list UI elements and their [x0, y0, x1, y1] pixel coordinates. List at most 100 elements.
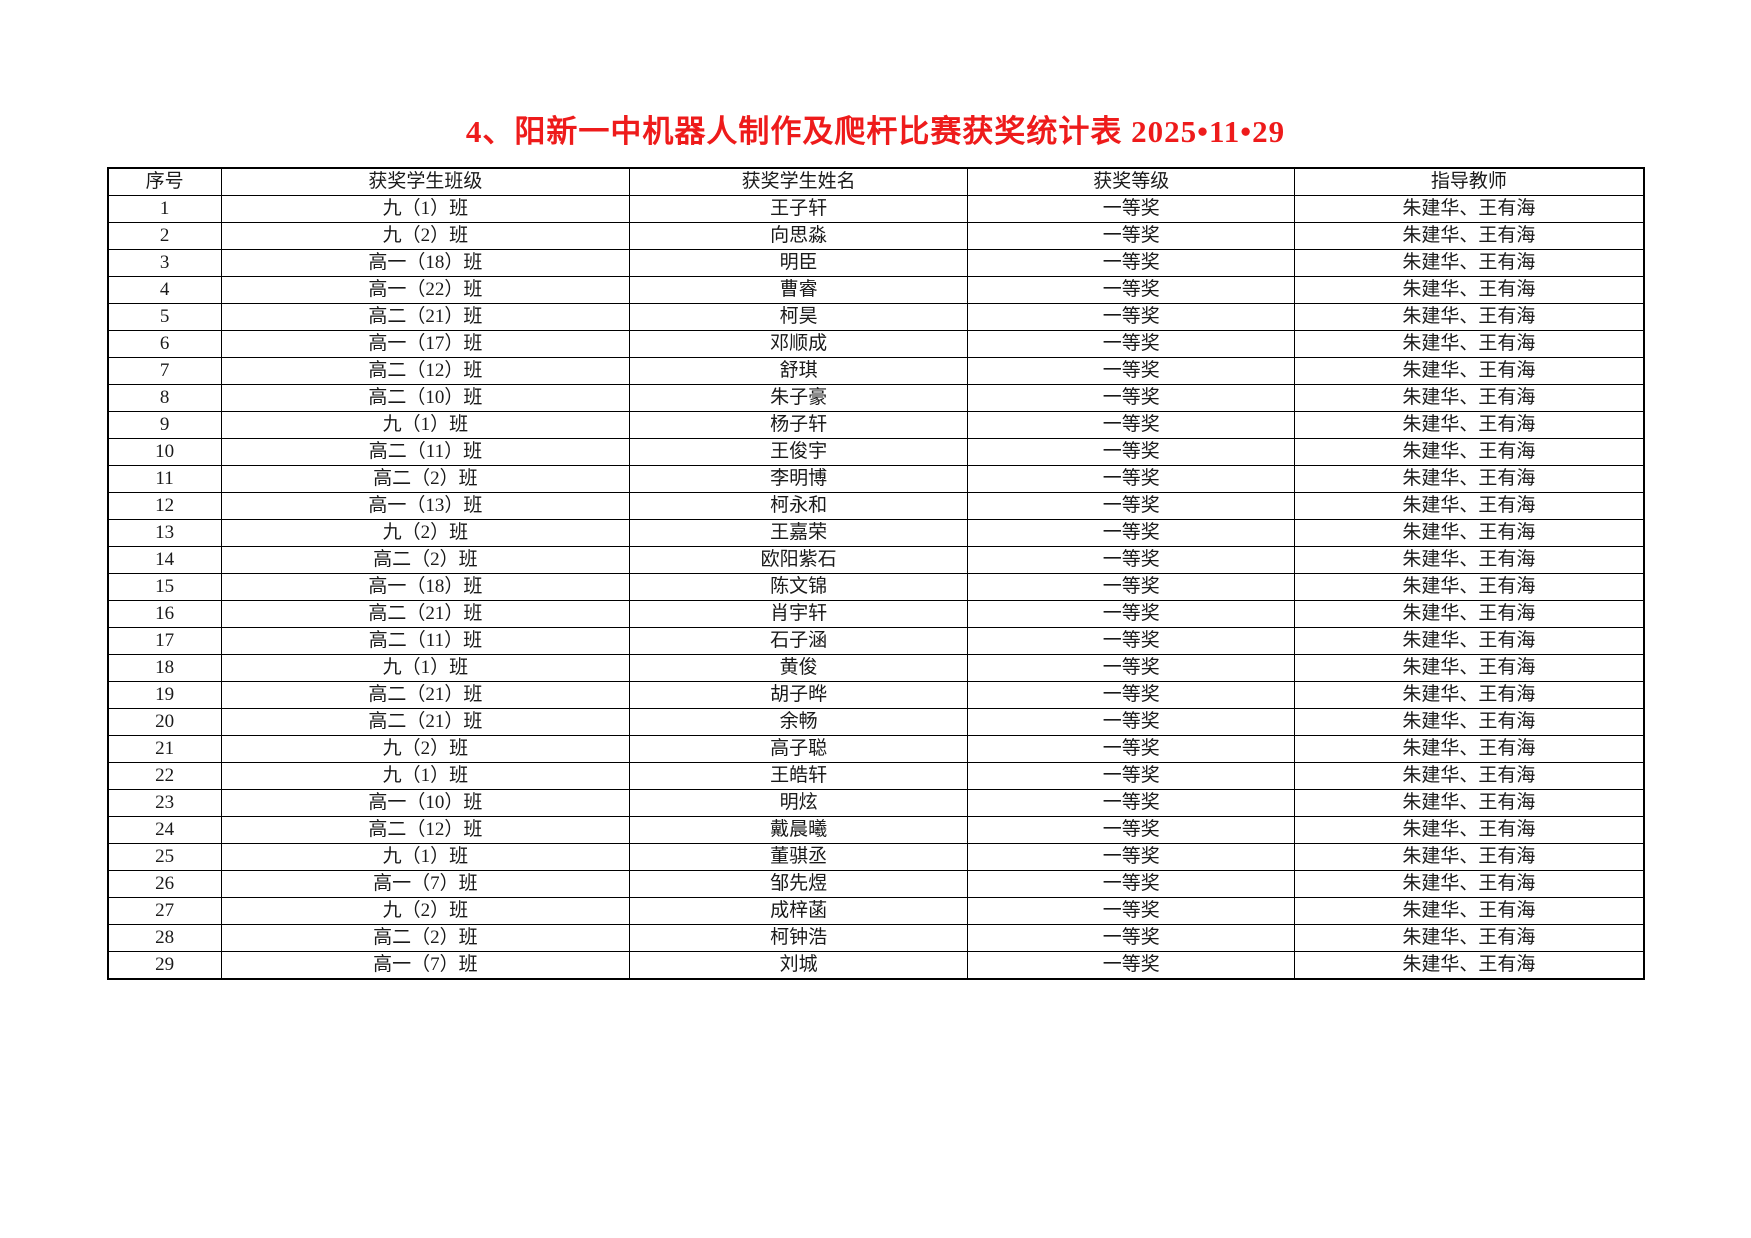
- cell-student-name: 邹先煜: [629, 870, 969, 898]
- cell-award-level: 一等奖: [967, 708, 1296, 736]
- cell-class: 高二（12）班: [220, 816, 631, 844]
- column-header-serial: 序号: [107, 167, 222, 196]
- cell-student-name: 王子轩: [629, 195, 969, 223]
- cell-award-level: 一等奖: [967, 411, 1296, 439]
- cell-class: 高一（7）班: [220, 870, 631, 898]
- cell-student-name: 王皓轩: [629, 762, 969, 790]
- cell-award-level: 一等奖: [967, 897, 1296, 925]
- cell-class: 高二（21）班: [220, 303, 631, 331]
- cell-teachers: 朱建华、王有海: [1294, 681, 1644, 709]
- cell-award-level: 一等奖: [967, 816, 1296, 844]
- cell-teachers: 朱建华、王有海: [1294, 357, 1644, 385]
- cell-teachers: 朱建华、王有海: [1294, 816, 1644, 844]
- cell-student-name: 欧阳紫石: [629, 546, 969, 574]
- cell-serial: 13: [107, 519, 222, 547]
- cell-student-name: 朱子豪: [629, 384, 969, 412]
- table-header-row: 序号 获奖学生班级 获奖学生姓名 获奖等级 指导教师: [107, 167, 1644, 196]
- cell-serial: 1: [107, 195, 222, 223]
- cell-class: 九（2）班: [220, 222, 631, 250]
- cell-teachers: 朱建华、王有海: [1294, 222, 1644, 250]
- cell-student-name: 余畅: [629, 708, 969, 736]
- table-row: 26 高一（7）班 邹先煜 一等奖 朱建华、王有海: [107, 870, 1644, 898]
- cell-award-level: 一等奖: [967, 924, 1296, 952]
- cell-award-level: 一等奖: [967, 870, 1296, 898]
- cell-serial: 19: [107, 681, 222, 709]
- cell-student-name: 胡子晔: [629, 681, 969, 709]
- cell-class: 九（1）班: [220, 762, 631, 790]
- cell-teachers: 朱建华、王有海: [1294, 870, 1644, 898]
- cell-serial: 2: [107, 222, 222, 250]
- cell-serial: 20: [107, 708, 222, 736]
- table-row: 27 九（2）班 成梓菡 一等奖 朱建华、王有海: [107, 897, 1644, 925]
- cell-class: 九（2）班: [220, 519, 631, 547]
- cell-serial: 4: [107, 276, 222, 304]
- cell-serial: 23: [107, 789, 222, 817]
- cell-serial: 21: [107, 735, 222, 763]
- table-row: 1 九（1）班 王子轩 一等奖 朱建华、王有海: [107, 195, 1644, 223]
- cell-award-level: 一等奖: [967, 654, 1296, 682]
- table-row: 16 高二（21）班 肖宇轩 一等奖 朱建华、王有海: [107, 600, 1644, 628]
- cell-award-level: 一等奖: [967, 573, 1296, 601]
- table-row: 25 九（1）班 董骐丞 一等奖 朱建华、王有海: [107, 843, 1644, 871]
- cell-serial: 28: [107, 924, 222, 952]
- cell-teachers: 朱建华、王有海: [1294, 384, 1644, 412]
- cell-serial: 12: [107, 492, 222, 520]
- cell-serial: 16: [107, 600, 222, 628]
- cell-award-level: 一等奖: [967, 465, 1296, 493]
- cell-award-level: 一等奖: [967, 627, 1296, 655]
- cell-serial: 29: [107, 951, 222, 980]
- cell-class: 高一（18）班: [220, 249, 631, 277]
- cell-student-name: 戴晨曦: [629, 816, 969, 844]
- cell-teachers: 朱建华、王有海: [1294, 303, 1644, 331]
- cell-award-level: 一等奖: [967, 384, 1296, 412]
- cell-student-name: 成梓菡: [629, 897, 969, 925]
- cell-teachers: 朱建华、王有海: [1294, 249, 1644, 277]
- cell-award-level: 一等奖: [967, 438, 1296, 466]
- cell-serial: 10: [107, 438, 222, 466]
- table-row: 10 高二（11）班 王俊宇 一等奖 朱建华、王有海: [107, 438, 1644, 466]
- cell-student-name: 黄俊: [629, 654, 969, 682]
- cell-class: 九（1）班: [220, 843, 631, 871]
- cell-student-name: 邓顺成: [629, 330, 969, 358]
- cell-award-level: 一等奖: [967, 762, 1296, 790]
- cell-teachers: 朱建华、王有海: [1294, 330, 1644, 358]
- table-row: 9 九（1）班 杨子轩 一等奖 朱建华、王有海: [107, 411, 1644, 439]
- table-row: 17 高二（11）班 石子涵 一等奖 朱建华、王有海: [107, 627, 1644, 655]
- cell-student-name: 高子聪: [629, 735, 969, 763]
- cell-teachers: 朱建华、王有海: [1294, 654, 1644, 682]
- cell-class: 高一（10）班: [220, 789, 631, 817]
- cell-serial: 7: [107, 357, 222, 385]
- awards-table-container: 序号 获奖学生班级 获奖学生姓名 获奖等级 指导教师 1 九（1）班 王子轩 一等奖 朱建华、王…: [106, 167, 1645, 980]
- cell-teachers: 朱建华、王有海: [1294, 789, 1644, 817]
- table-header-row: 序号 获奖学生班级 获奖学生姓名 获奖等级 指导教师: [107, 167, 1644, 196]
- table-row: 11 高二（2）班 李明博 一等奖 朱建华、王有海: [107, 465, 1644, 493]
- cell-teachers: 朱建华、王有海: [1294, 411, 1644, 439]
- cell-class: 高二（2）班: [220, 546, 631, 574]
- cell-student-name: 刘城: [629, 951, 969, 980]
- cell-teachers: 朱建华、王有海: [1294, 573, 1644, 601]
- cell-teachers: 朱建华、王有海: [1294, 627, 1644, 655]
- table-row: 20 高二（21）班 余畅 一等奖 朱建华、王有海: [107, 708, 1644, 736]
- cell-serial: 22: [107, 762, 222, 790]
- table-row: 15 高一（18）班 陈文锦 一等奖 朱建华、王有海: [107, 573, 1644, 601]
- cell-class: 高一（18）班: [220, 573, 631, 601]
- cell-serial: 9: [107, 411, 222, 439]
- cell-teachers: 朱建华、王有海: [1294, 843, 1644, 871]
- cell-student-name: 杨子轩: [629, 411, 969, 439]
- table-row: 5 高二（21）班 柯昊 一等奖 朱建华、王有海: [107, 303, 1644, 331]
- cell-serial: 24: [107, 816, 222, 844]
- cell-serial: 8: [107, 384, 222, 412]
- cell-student-name: 曹睿: [629, 276, 969, 304]
- cell-student-name: 舒琪: [629, 357, 969, 385]
- cell-class: 高二（11）班: [220, 627, 631, 655]
- cell-class: 高二（12）班: [220, 357, 631, 385]
- cell-award-level: 一等奖: [967, 195, 1296, 223]
- cell-student-name: 向思淼: [629, 222, 969, 250]
- table-row: 2 九（2）班 向思淼 一等奖 朱建华、王有海: [107, 222, 1644, 250]
- cell-class: 高二（2）班: [220, 924, 631, 952]
- cell-class: 九（1）班: [220, 411, 631, 439]
- cell-class: 高二（2）班: [220, 465, 631, 493]
- cell-teachers: 朱建华、王有海: [1294, 600, 1644, 628]
- table-row: 23 高一（10）班 明炫 一等奖 朱建华、王有海: [107, 789, 1644, 817]
- cell-award-level: 一等奖: [967, 951, 1296, 980]
